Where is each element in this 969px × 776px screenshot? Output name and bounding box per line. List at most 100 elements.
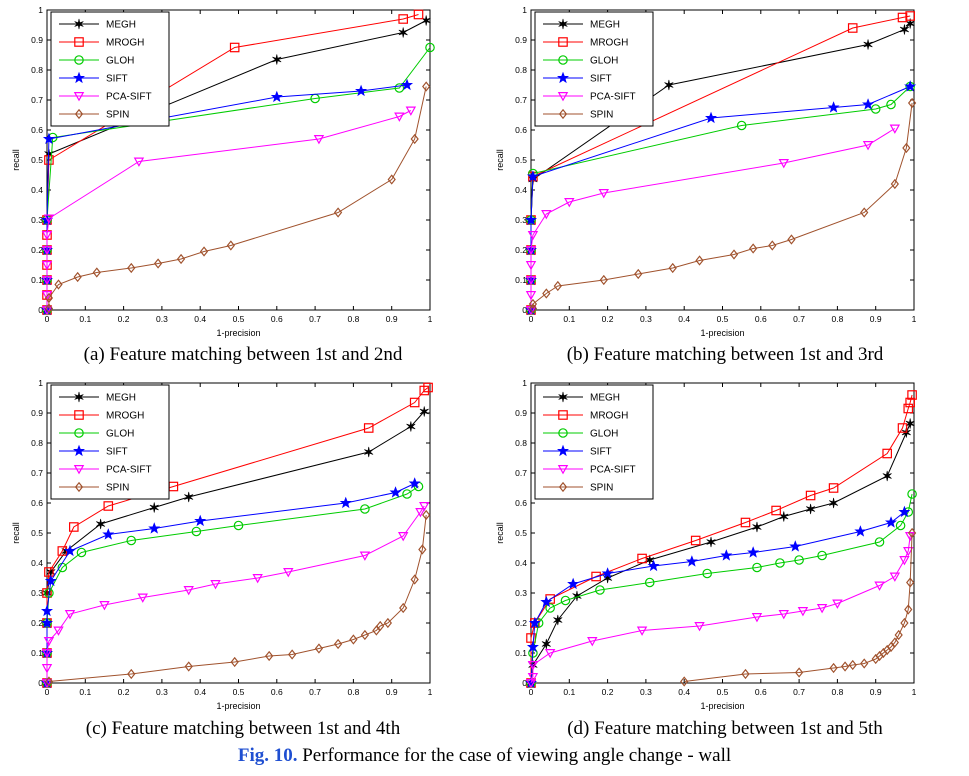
series-line-mrogh (530, 394, 913, 683)
series-line-pca-sift (530, 128, 896, 310)
subtitle-a: (a) Feature matching between 1st and 2nd (83, 344, 403, 365)
data-point-pca-sift (41, 664, 53, 674)
data-point-pca-sift (778, 610, 789, 620)
data-point-sift (148, 522, 161, 534)
data-point-spin (528, 303, 538, 314)
series-pca-sift (525, 124, 901, 316)
data-point-pca-sift (527, 231, 539, 241)
data-point-megh (572, 590, 582, 602)
data-point-pca-sift (797, 607, 809, 617)
data-point-spin (542, 288, 551, 299)
legend-box (534, 384, 654, 500)
data-point-sift (647, 559, 660, 572)
y-tick-label: 0.8 (31, 438, 43, 448)
legend-marker (557, 92, 569, 102)
x-tick-label: 0.4 (678, 314, 690, 324)
x-tick-label: 0.9 (386, 687, 398, 697)
data-point-megh (421, 15, 431, 26)
y-tick-label: 0.4 (515, 558, 527, 568)
data-point-spin (890, 637, 899, 648)
legend-marker (73, 465, 85, 475)
y-tick-label: 0.8 (515, 438, 527, 448)
data-point-mrogh (44, 567, 54, 577)
data-point-sift (827, 101, 840, 113)
data-point-spin (184, 661, 193, 672)
y-axis-label: recall (495, 522, 505, 544)
data-point-sift (526, 170, 539, 182)
y-tick-label: 0.4 (31, 558, 43, 568)
data-point-gloh (775, 558, 785, 568)
data-point-spin (153, 258, 163, 269)
data-point-mrogh (903, 403, 914, 414)
data-point-megh (149, 502, 159, 513)
legend-label: MROGH (590, 38, 628, 49)
data-point-megh (706, 536, 716, 548)
x-tick-label: 0 (529, 687, 534, 697)
data-point-spin (410, 574, 419, 585)
data-point-spin (199, 246, 209, 257)
y-tick-label: 0.5 (515, 528, 527, 538)
legend-label: SIFT (106, 447, 128, 458)
legend-box (534, 11, 654, 127)
chart-panel-a: 0 0.1 0.2 0.3 0.4 0.5 0.6 0.7 0.8 0.9 1 0 0.1 0.2 0.3 0… (11, 5, 435, 338)
y-tick-label: 0.6 (31, 125, 43, 135)
data-point-gloh (425, 42, 435, 53)
data-point-spin (422, 509, 431, 521)
data-point-pca-sift (41, 231, 53, 241)
subtitle-c: (c) Feature matching between 1st and 4th (85, 718, 401, 739)
data-point-sift (401, 78, 414, 91)
x-tick-label: 1 (912, 314, 917, 324)
data-point-megh (899, 24, 909, 35)
x-tick-label: 0.5 (233, 314, 245, 324)
x-axis-label: 1-precision (700, 701, 744, 711)
x-tick-label: 0.3 (640, 687, 652, 697)
data-point-pca-sift (541, 210, 552, 220)
data-point-spin (54, 279, 63, 290)
y-tick-label: 0.1 (31, 275, 43, 285)
y-tick-label: 0.3 (31, 588, 43, 598)
data-point-mrogh (363, 423, 374, 433)
y-tick-label: 0 (38, 678, 43, 688)
data-point-spin (749, 243, 758, 254)
data-point-megh (96, 518, 106, 530)
x-tick-label: 1 (912, 687, 917, 697)
data-point-pca-sift (99, 601, 110, 611)
legend-marker (74, 481, 84, 493)
data-point-pca-sift (525, 246, 537, 256)
legend-label: MROGH (106, 38, 144, 49)
y-tick-label: 0 (38, 305, 43, 315)
x-tick-label: 0.3 (156, 687, 168, 697)
data-point-pca-sift (133, 157, 145, 167)
legend-label: MROGH (590, 411, 628, 422)
data-point-sift (862, 98, 875, 110)
data-point-sift (526, 640, 539, 653)
legend-marker (558, 481, 568, 493)
chart-panel-d: 0 0.1 0.2 0.3 0.4 0.5 0.6 0.7 0.8 0.9 1 0 0.1 0.2 0.3 0… (495, 378, 917, 711)
legend-box (50, 384, 170, 500)
data-point-gloh (233, 520, 244, 531)
data-point-gloh (76, 547, 87, 558)
y-tick-label: 1 (522, 5, 527, 15)
y-tick-label: 0.4 (515, 185, 527, 195)
y-tick-label: 0.3 (515, 215, 527, 225)
x-tick-label: 0.1 (563, 687, 575, 697)
y-tick-label: 0.9 (31, 35, 43, 45)
data-point-mrogh (771, 505, 781, 516)
data-point-spin (768, 240, 777, 251)
data-point-spin (418, 544, 427, 555)
data-point-spin (860, 207, 869, 218)
data-point-spin (73, 271, 82, 283)
y-tick-label: 0.4 (31, 185, 43, 195)
data-point-mrogh (69, 522, 79, 532)
data-point-spin (668, 262, 677, 274)
data-point-pca-sift (252, 574, 263, 584)
y-tick-label: 0.6 (515, 125, 527, 135)
data-point-spin (553, 280, 562, 292)
data-point-sift (540, 595, 553, 608)
series-line-spin (532, 102, 913, 309)
data-point-pca-sift (525, 276, 537, 286)
legend-label: SPIN (590, 110, 613, 121)
data-point-sift (898, 505, 911, 518)
series-gloh (526, 489, 917, 688)
